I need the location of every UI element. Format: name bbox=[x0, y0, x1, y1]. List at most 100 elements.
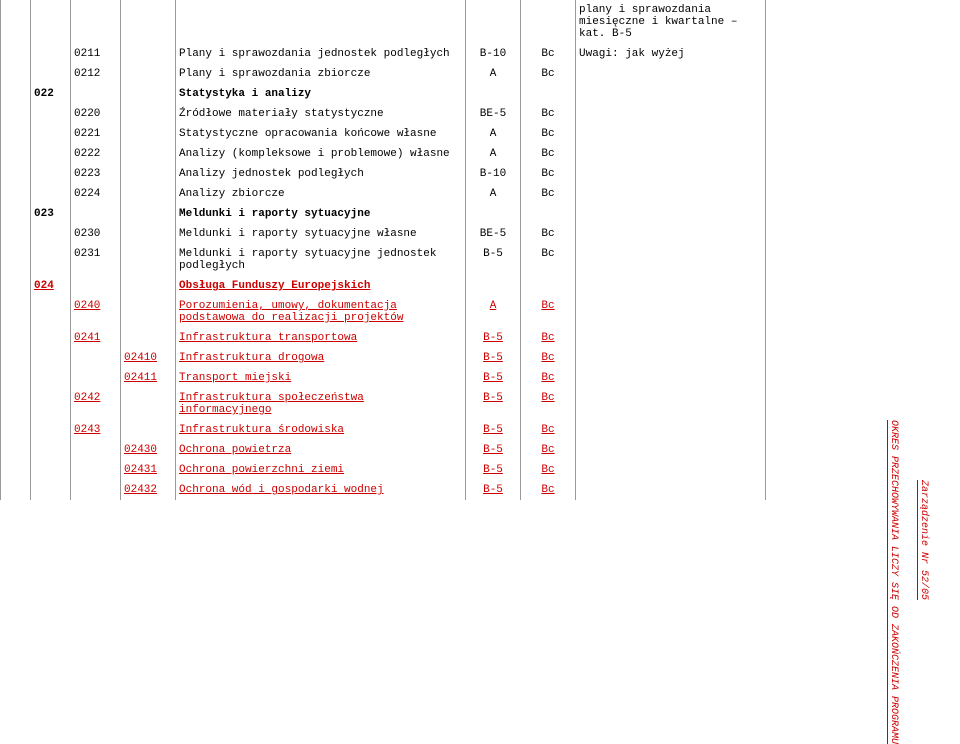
cell-c0 bbox=[1, 296, 31, 328]
cell-c6: Bc bbox=[521, 420, 576, 440]
cell-c5: A bbox=[466, 184, 521, 204]
cell-c1 bbox=[31, 420, 71, 440]
cell-c4: Statystyka i analizy bbox=[176, 84, 466, 104]
cell-c4: Meldunki i raporty sytuacyjne jednostek … bbox=[176, 244, 466, 276]
cell-c1 bbox=[31, 348, 71, 368]
table-row: 02410Infrastruktura drogowaB-5Bc bbox=[1, 348, 960, 368]
table-row: 0230Meldunki i raporty sytuacyjne własne… bbox=[1, 224, 960, 244]
spacer bbox=[766, 84, 960, 104]
cell-c3: 02431 bbox=[121, 460, 176, 480]
cell-c7 bbox=[576, 276, 766, 296]
table-row: 0222 Analizy (kompleksowe i problemowe) w… bbox=[1, 144, 960, 164]
table-row: 02430Ochrona powietrzaB-5Bc bbox=[1, 440, 960, 460]
cell-c0 bbox=[1, 204, 31, 224]
cell-c5: B-10 bbox=[466, 44, 521, 64]
cell-c3: 02410 bbox=[121, 348, 176, 368]
cell-c3 bbox=[121, 124, 176, 144]
cell-c6: Bc bbox=[521, 368, 576, 388]
cell-c6: Bc bbox=[521, 480, 576, 500]
cell-c4: Infrastruktura społeczeństwa informacyjn… bbox=[176, 388, 466, 420]
cell-c4: Ochrona powierzchni ziemi bbox=[176, 460, 466, 480]
cell-c0 bbox=[1, 368, 31, 388]
cell-c1: 024 bbox=[31, 276, 71, 296]
cell-c7 bbox=[576, 64, 766, 84]
cell-c2 bbox=[71, 276, 121, 296]
cell-c7 bbox=[576, 348, 766, 368]
cell-c1 bbox=[31, 440, 71, 460]
cell-c0 bbox=[1, 348, 31, 368]
cell-c7 bbox=[576, 204, 766, 224]
cell-c4: Infrastruktura drogowa bbox=[176, 348, 466, 368]
cell-c3 bbox=[121, 44, 176, 64]
spacer bbox=[766, 348, 960, 368]
cell-c1 bbox=[31, 184, 71, 204]
cell-c1 bbox=[31, 388, 71, 420]
spacer bbox=[766, 64, 960, 84]
cell-c7 bbox=[576, 104, 766, 124]
table-row: 0212Plany i sprawozdania zbiorczeABc bbox=[1, 64, 960, 84]
cell-c4: Analizy jednostek podległych bbox=[176, 164, 466, 184]
cell-c3 bbox=[121, 104, 176, 124]
cell-c3 bbox=[121, 328, 176, 348]
cell-c2: 0223 bbox=[71, 164, 121, 184]
cell-c4: Plany i sprawozdania zbiorcze bbox=[176, 64, 466, 84]
cell-c5 bbox=[466, 204, 521, 224]
cell-c2 bbox=[71, 460, 121, 480]
cell-c6: Bc bbox=[521, 64, 576, 84]
spacer bbox=[766, 388, 960, 420]
cell-c0 bbox=[1, 124, 31, 144]
cell-c1 bbox=[31, 328, 71, 348]
cell-c0 bbox=[1, 224, 31, 244]
cell-c4: Obsługa Funduszy Europejskich bbox=[176, 276, 466, 296]
table-row: 023Meldunki i raporty sytuacyjne bbox=[1, 204, 960, 224]
cell-c6 bbox=[521, 84, 576, 104]
cell-c0 bbox=[1, 64, 31, 84]
cell-c7 bbox=[576, 420, 766, 440]
cell-c0 bbox=[1, 480, 31, 500]
cell-c5: B-5 bbox=[466, 244, 521, 276]
cell-c6: Bc bbox=[521, 440, 576, 460]
cell-c4: Transport miejski bbox=[176, 368, 466, 388]
cell-c7 bbox=[576, 244, 766, 276]
cell-c7 bbox=[576, 164, 766, 184]
table-row: 0241Infrastruktura transportowaB-5Bc bbox=[1, 328, 960, 348]
cell-c2 bbox=[71, 348, 121, 368]
cell-c6: Bc bbox=[521, 184, 576, 204]
cell-c2 bbox=[71, 368, 121, 388]
cell-c7: Uwagi: jak wyżej bbox=[576, 44, 766, 64]
cell-c3 bbox=[121, 296, 176, 328]
cell-c5: B-5 bbox=[466, 368, 521, 388]
cell-c1 bbox=[31, 44, 71, 64]
table-row: 02431Ochrona powierzchni ziemiB-5Bc bbox=[1, 460, 960, 480]
cell-c3 bbox=[121, 244, 176, 276]
spacer bbox=[766, 224, 960, 244]
document-table: plany i sprawozdania miesięczne i kwarta… bbox=[0, 0, 960, 500]
cell-c2: 0220 bbox=[71, 104, 121, 124]
cell-c4: Analizy zbiorcze bbox=[176, 184, 466, 204]
cell-c0 bbox=[1, 388, 31, 420]
table-row: 0242Infrastruktura społeczeństwa informa… bbox=[1, 388, 960, 420]
cell-c0 bbox=[1, 276, 31, 296]
cell-c7 bbox=[576, 296, 766, 328]
cell-c4: Analizy (kompleksowe i problemowe) własn… bbox=[176, 144, 466, 164]
table-row: 0211Plany i sprawozdania jednostek podle… bbox=[1, 44, 960, 64]
spacer bbox=[766, 144, 960, 164]
cell-c3: 02430 bbox=[121, 440, 176, 460]
cell-c2: 0222 bbox=[71, 144, 121, 164]
cell-c3 bbox=[121, 184, 176, 204]
cell-c1: 023 bbox=[31, 204, 71, 224]
cell-c6: Bc bbox=[521, 104, 576, 124]
table-row: 02432Ochrona wód i gospodarki wodnejB-5B… bbox=[1, 480, 960, 500]
cell-c5 bbox=[466, 84, 521, 104]
cell-c0 bbox=[1, 84, 31, 104]
cell-c4: Infrastruktura środowiska bbox=[176, 420, 466, 440]
cell-c5: A bbox=[466, 64, 521, 84]
cell-c5: B-5 bbox=[466, 420, 521, 440]
cell-c0 bbox=[1, 44, 31, 64]
cell-c1 bbox=[31, 64, 71, 84]
side-note-zarzadzenie: Zarządzenie Nr 52/05 bbox=[918, 480, 929, 600]
spacer bbox=[766, 328, 960, 348]
side-note-okres: OKRES PRZECHOWYWANIA LICZY SIĘ OD ZAKOŃC… bbox=[888, 420, 899, 744]
spacer bbox=[766, 368, 960, 388]
cell-c7 bbox=[576, 440, 766, 460]
